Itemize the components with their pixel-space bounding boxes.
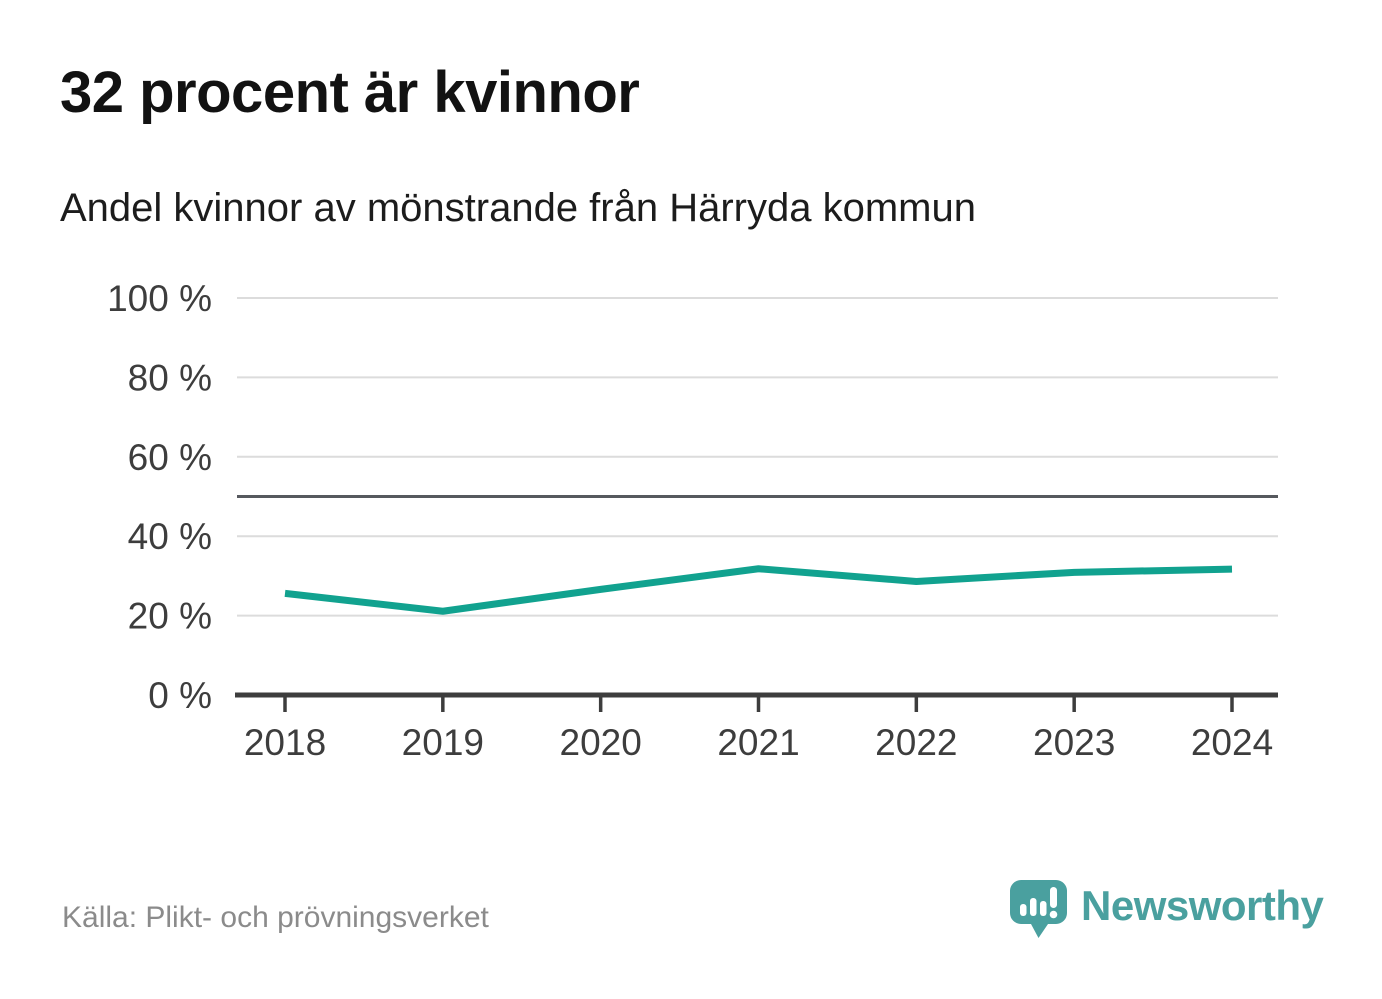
x-tick-label-2020: 2020: [560, 722, 642, 763]
source-note: Källa: Plikt- och prövningsverket: [62, 901, 489, 934]
y-tick-label-0: 0 %: [148, 675, 212, 716]
page-title: 32 procent är kvinnor: [60, 60, 640, 125]
y-tick-label-20: 20 %: [128, 596, 212, 637]
y-tick-label-60: 60 %: [128, 437, 212, 478]
x-tick-label-2021: 2021: [717, 722, 799, 763]
x-tick-label-2022: 2022: [875, 722, 957, 763]
y-tick-label-100: 100 %: [107, 278, 212, 319]
y-tick-label-80: 80 %: [128, 357, 212, 398]
x-tick-label-2023: 2023: [1033, 722, 1115, 763]
y-tick-label-40: 40 %: [128, 516, 212, 557]
x-tick-label-2024: 2024: [1191, 722, 1273, 763]
data-line: [284, 565, 1233, 615]
chart-subtitle: Andel kvinnor av mönstrande från Härryda…: [60, 186, 976, 230]
newsworthy-speech-bubble-icon: [1010, 880, 1067, 938]
newsworthy-logo: Newsworthy: [1010, 880, 1324, 940]
newsworthy-wordmark: Newsworthy: [1081, 882, 1324, 929]
x-tick-label-2018: 2018: [244, 722, 326, 763]
x-tick-label-2019: 2019: [402, 722, 484, 763]
